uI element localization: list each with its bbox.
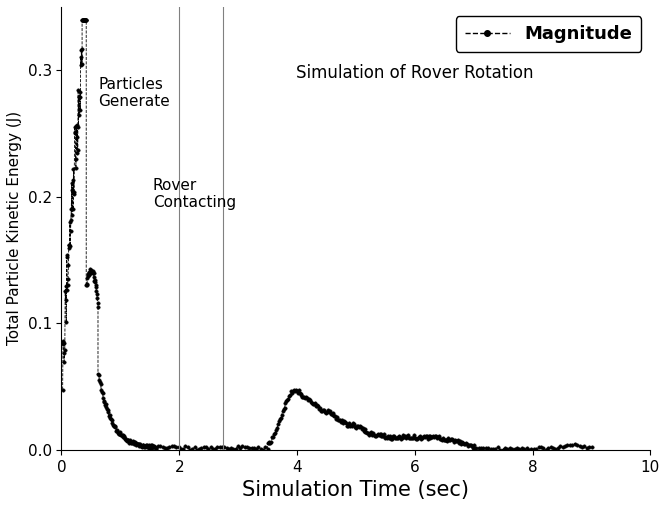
Text: Rover
Contacting: Rover Contacting — [153, 178, 236, 210]
X-axis label: Simulation Time (sec): Simulation Time (sec) — [242, 480, 470, 500]
Text: Particles
Generate: Particles Generate — [99, 77, 170, 109]
Y-axis label: Total Particle Kinetic Energy (J): Total Particle Kinetic Energy (J) — [7, 112, 22, 345]
Legend: Magnitude: Magnitude — [456, 16, 642, 52]
Text: Simulation of Rover Rotation: Simulation of Rover Rotation — [296, 64, 534, 82]
